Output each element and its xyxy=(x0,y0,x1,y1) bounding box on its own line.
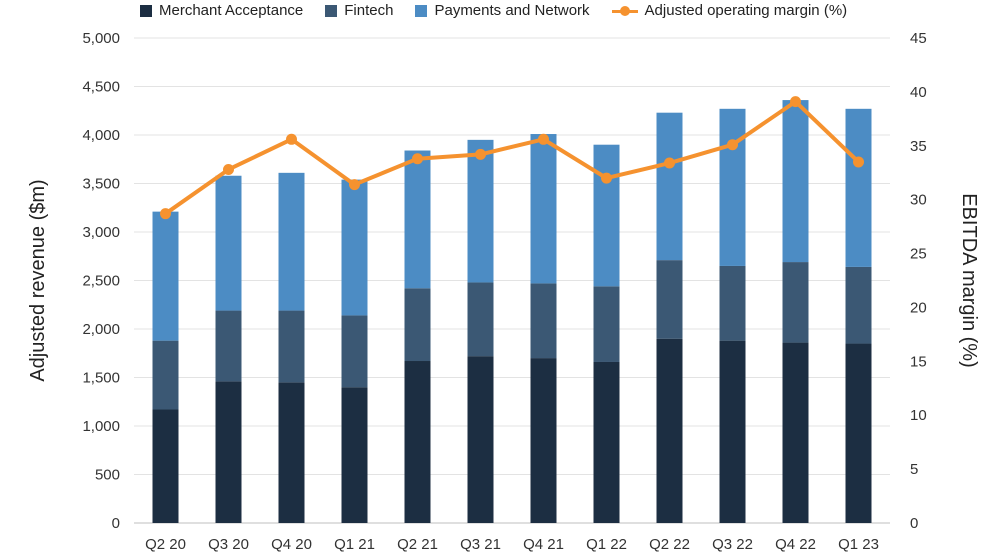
bar-segment-merchant-acceptance xyxy=(152,409,179,523)
x-tick-label: Q2 22 xyxy=(649,536,690,553)
x-tick-label: Q3 20 xyxy=(208,536,249,553)
bar-segment-merchant-acceptance xyxy=(341,387,368,523)
bar-segment-merchant-acceptance xyxy=(530,358,557,523)
legend-swatch-fintech xyxy=(325,4,338,17)
bar-segment-fintech xyxy=(404,288,431,362)
bar-segment-fintech xyxy=(782,262,809,343)
bar-segment-payments-and-network xyxy=(719,108,746,266)
bar-segment-payments-and-network xyxy=(152,211,179,341)
x-tick-label: Q4 21 xyxy=(523,536,564,553)
bar-segment-payments-and-network xyxy=(593,144,620,287)
bar-segment-merchant-acceptance xyxy=(278,382,305,523)
bar-segment-fintech xyxy=(593,286,620,362)
bar-segment-fintech xyxy=(530,283,557,359)
y2-tick-label: 20 xyxy=(910,299,927,316)
y2-axis-title: EBITDA margin (%) xyxy=(958,193,980,367)
bar-segment-fintech xyxy=(278,310,305,383)
margin-point xyxy=(853,156,864,168)
x-tick-label: Q1 22 xyxy=(586,536,627,553)
legend-swatch-payments-and-network xyxy=(415,4,428,17)
margin-point xyxy=(601,172,612,184)
legend-swatch-merchant-acceptance xyxy=(140,4,152,17)
y2-tick-label: 35 xyxy=(910,138,927,155)
x-tick-label: Q2 20 xyxy=(145,536,186,553)
bar-segment-merchant-acceptance xyxy=(467,356,494,523)
y2-tick-label: 45 xyxy=(910,30,927,47)
legend: Merchant Acceptance Fintech Payments and… xyxy=(140,2,847,19)
legend-label: Payments and Network xyxy=(434,2,590,19)
bar-segment-fintech xyxy=(467,282,494,357)
bar-segment-merchant-acceptance xyxy=(656,338,683,523)
margin-point xyxy=(223,163,234,175)
x-tick-label: Q4 20 xyxy=(271,536,312,553)
y-tick-label: 3,000 xyxy=(82,224,120,241)
margin-line xyxy=(164,99,860,216)
bar-segment-payments-and-network xyxy=(404,150,431,289)
legend-label: Merchant Acceptance xyxy=(159,2,304,19)
margin-point xyxy=(664,157,675,169)
bar-segment-merchant-acceptance xyxy=(215,381,242,523)
bar-segment-fintech xyxy=(341,315,368,388)
margin-point xyxy=(475,148,486,160)
legend-item-payments-and-network: Payments and Network xyxy=(415,2,590,19)
margin-point xyxy=(790,96,801,108)
margin-point xyxy=(727,139,738,151)
bar-segment-payments-and-network xyxy=(278,172,305,311)
y-tick-label: 5,000 xyxy=(82,30,120,47)
legend-label: Adjusted operating margin (%) xyxy=(644,2,848,19)
bar-segment-fintech xyxy=(845,266,872,344)
y2-tick-label: 25 xyxy=(910,246,927,263)
bar-segment-merchant-acceptance xyxy=(782,342,809,523)
legend-item-merchant-acceptance: Merchant Acceptance xyxy=(140,2,303,19)
y-tick-label: 2,000 xyxy=(82,321,120,338)
bar-segment-fintech xyxy=(152,340,179,410)
y-tick-label: 2,500 xyxy=(82,273,120,290)
x-tick-label: Q1 21 xyxy=(334,536,375,553)
bar-segment-fintech xyxy=(215,310,242,382)
bar-segment-fintech xyxy=(719,265,746,341)
bar-segment-merchant-acceptance xyxy=(845,343,872,523)
legend-swatch-operating-margin xyxy=(611,5,638,17)
bar-segment-payments-and-network xyxy=(656,112,683,261)
bar-segment-payments-and-network xyxy=(467,139,494,283)
x-tick-label: Q3 21 xyxy=(460,536,501,553)
bar-segment-payments-and-network xyxy=(530,134,557,284)
y-axis-title: Adjusted revenue ($m) xyxy=(27,179,49,381)
bar-segment-payments-and-network xyxy=(845,108,872,267)
x-tick-label: Q2 21 xyxy=(397,536,438,553)
bar-segment-payments-and-network xyxy=(341,179,368,316)
y-tick-label: 0 xyxy=(112,515,120,532)
y2-tick-label: 0 xyxy=(910,515,918,532)
y2-tick-label: 10 xyxy=(910,407,927,424)
y-tick-label: 1,500 xyxy=(82,370,120,387)
x-tick-label: Q1 23 xyxy=(838,536,879,553)
bar-segment-merchant-acceptance xyxy=(719,340,746,523)
bar-segment-payments-and-network xyxy=(215,175,242,311)
y-tick-label: 4,000 xyxy=(82,127,120,144)
margin-point xyxy=(286,133,297,145)
y2-tick-label: 5 xyxy=(910,461,918,478)
bar-segment-payments-and-network xyxy=(782,100,809,263)
y2-tick-label: 15 xyxy=(910,353,927,370)
bar-segment-fintech xyxy=(656,260,683,339)
y2-tick-label: 40 xyxy=(910,84,927,101)
margin-point xyxy=(538,133,549,145)
x-tick-label: Q4 22 xyxy=(775,536,816,553)
margin-point xyxy=(412,153,423,165)
x-tick-label: Q3 22 xyxy=(712,536,753,553)
legend-item-fintech: Fintech xyxy=(325,2,393,19)
legend-item-operating-margin: Adjusted operating margin (%) xyxy=(611,2,848,19)
margin-point xyxy=(160,208,171,220)
y-tick-label: 4,500 xyxy=(82,79,120,96)
y-tick-label: 1,000 xyxy=(82,418,120,435)
margin-point xyxy=(349,179,360,191)
bar-segment-merchant-acceptance xyxy=(404,361,431,523)
y-tick-label: 3,500 xyxy=(82,176,120,193)
y-tick-label: 500 xyxy=(95,467,120,484)
legend-label: Fintech xyxy=(344,2,394,19)
y2-tick-label: 30 xyxy=(910,192,927,209)
bar-segment-merchant-acceptance xyxy=(593,361,620,523)
